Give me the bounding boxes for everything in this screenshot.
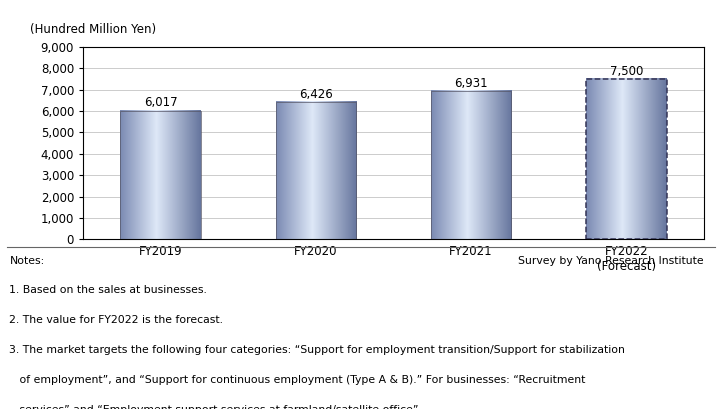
Text: (Hundred Million Yen): (Hundred Million Yen) xyxy=(30,23,157,36)
Bar xyxy=(121,111,201,239)
Bar xyxy=(276,102,356,239)
Text: 2. The value for FY2022 is the forecast.: 2. The value for FY2022 is the forecast. xyxy=(9,315,223,325)
Bar xyxy=(431,91,511,239)
Text: of employment”, and “Support for continuous employment (Type A & B).” For busine: of employment”, and “Support for continu… xyxy=(9,375,586,385)
Text: Notes:: Notes: xyxy=(9,256,45,265)
Text: 6,931: 6,931 xyxy=(454,77,488,90)
Text: 1. Based on the sales at businesses.: 1. Based on the sales at businesses. xyxy=(9,285,207,295)
Bar xyxy=(586,79,666,239)
Text: 3. The market targets the following four categories: “Support for employment tra: 3. The market targets the following four… xyxy=(9,345,625,355)
Text: Survey by Yano Research Institute: Survey by Yano Research Institute xyxy=(518,256,704,265)
Text: 6,426: 6,426 xyxy=(299,88,333,101)
Text: services” and “Employment support services at farmland/satellite office”: services” and “Employment support servic… xyxy=(9,405,419,409)
Text: 6,017: 6,017 xyxy=(144,97,178,110)
Text: 7,500: 7,500 xyxy=(609,65,643,78)
